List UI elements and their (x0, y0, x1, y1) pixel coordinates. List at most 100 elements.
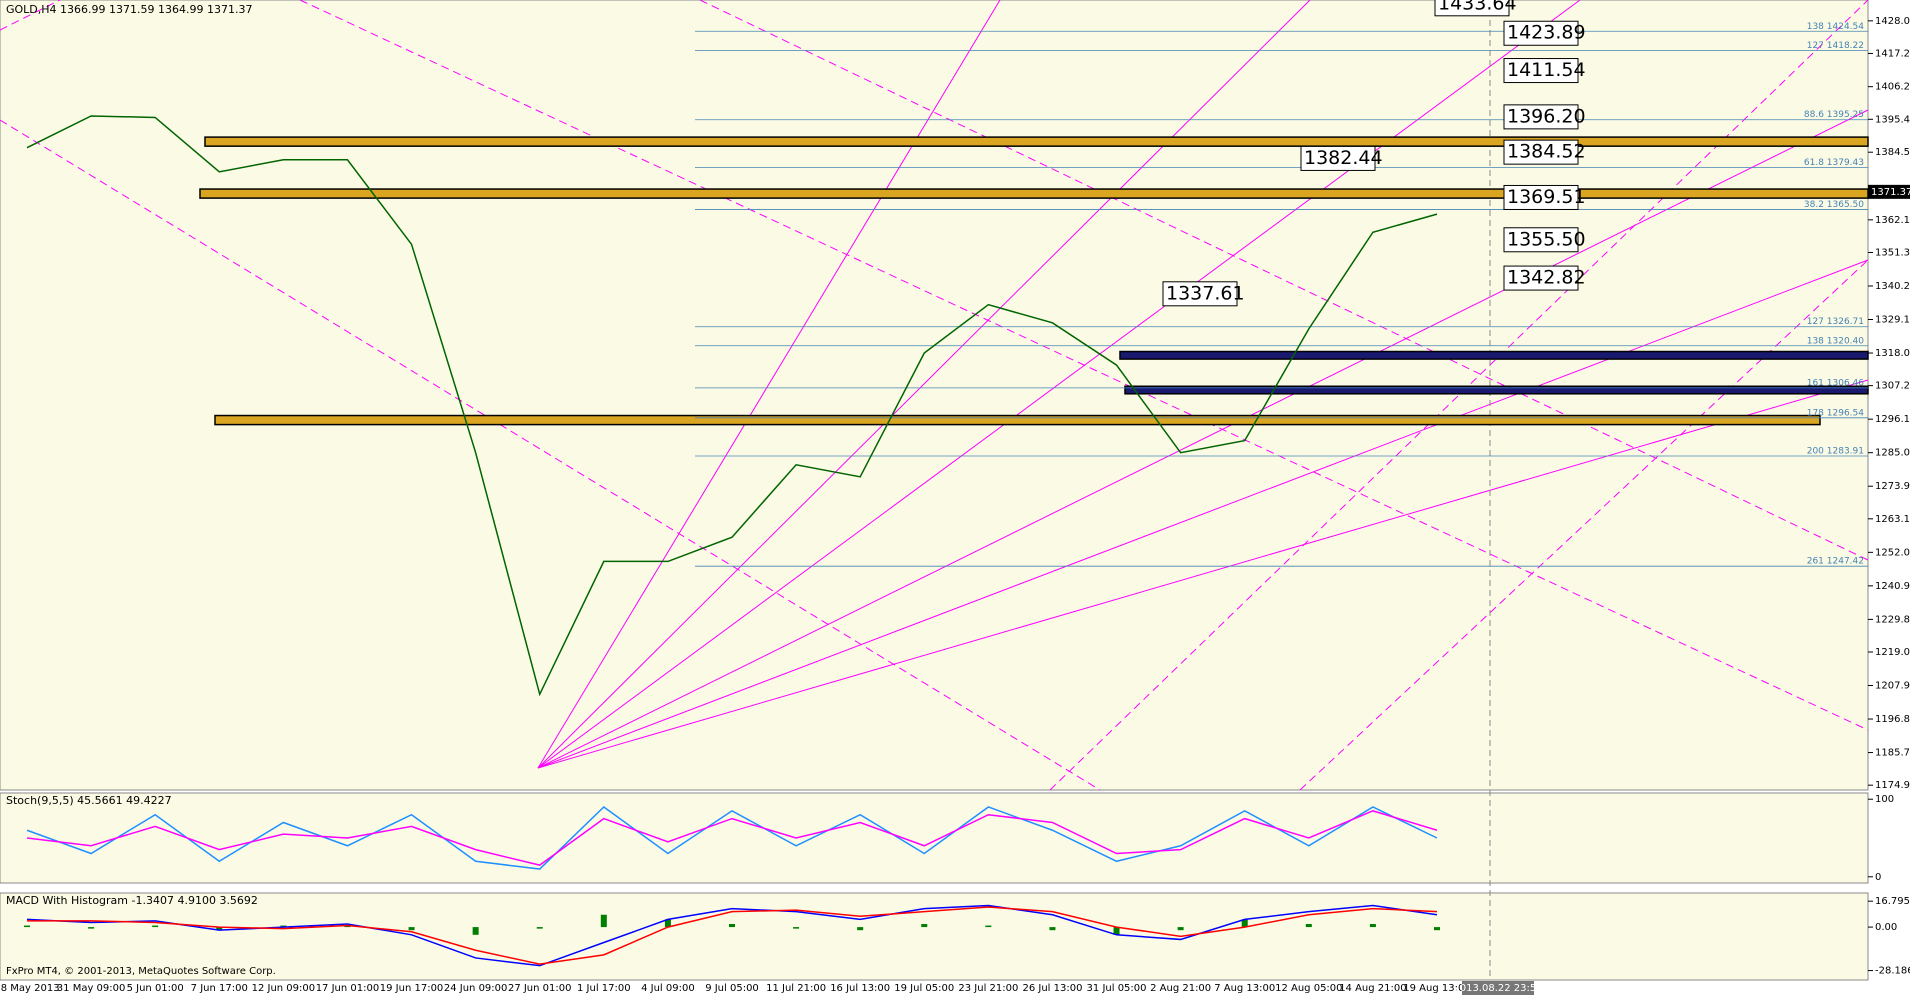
histogram-bar (1369, 924, 1376, 928)
x-tick-label: 12 Aug 05:00 (1275, 983, 1342, 994)
x-tick-label: 7 Jun 17:00 (191, 983, 248, 994)
histogram-bar (793, 927, 800, 929)
fib-label: 178 1296.54 (1807, 408, 1865, 418)
price-label-box (1503, 227, 1579, 253)
price-label: 1369.51 (1507, 186, 1586, 208)
price-label-box (1503, 265, 1579, 291)
histogram-bar (280, 925, 287, 928)
y-tick-label: 16.7952 (1875, 896, 1910, 907)
price-label: 1355.50 (1507, 228, 1586, 250)
price-label: 1396.20 (1507, 105, 1586, 127)
x-tick-label: 17 Jun 01:00 (316, 983, 380, 994)
price-label-box (1300, 145, 1376, 171)
last-price-box (1868, 184, 1910, 199)
histogram-bar (152, 925, 159, 928)
x-tick-label: 23 Jul 21:00 (958, 983, 1018, 994)
fib-label: 38.2 1365.50 (1804, 200, 1864, 210)
y-tick-label: 1229.80 (1875, 614, 1910, 625)
y-tick-label: 1307.20 (1875, 381, 1910, 392)
price-line (26, 115, 1438, 697)
zone (214, 414, 1821, 426)
fan-line (537, 0, 1001, 769)
stoch-panel (0, 792, 1869, 884)
histogram-bar (1434, 927, 1440, 931)
y-tick-label: 1174.90 (1875, 780, 1910, 791)
stoch-title: Stoch(9,5,5) 45.5661 49.4227 (6, 794, 172, 807)
histogram-bar (664, 919, 671, 928)
price-label: 1382.44 (1304, 147, 1383, 169)
fib-label: 200 1283.91 (1807, 446, 1864, 456)
histogram-bar (216, 927, 223, 931)
price-label: 1342.82 (1507, 267, 1586, 289)
y-tick-label: 1185.70 (1875, 748, 1910, 759)
y-tick-label: 1196.80 (1875, 714, 1910, 725)
cursor-time-box (1462, 981, 1534, 995)
price-label: 1384.52 (1507, 141, 1586, 163)
histogram-bar (88, 927, 95, 929)
histogram-bar (921, 924, 928, 928)
y-tick-label: 1384.50 (1875, 147, 1910, 158)
price-label-box (1503, 184, 1579, 210)
y-tick-label: 100 (1875, 794, 1894, 805)
y-tick-label: 1428.00 (1875, 16, 1910, 27)
histogram-bar (1241, 919, 1248, 928)
y-tick-label: 1395.40 (1875, 114, 1910, 125)
y-tick-label: 1329.10 (1875, 315, 1910, 326)
y-tick-label: 1406.20 (1875, 82, 1910, 93)
gann-line (699, 0, 1869, 561)
price-label: 1433.64 (1438, 0, 1517, 14)
gann-line (0, 119, 1101, 791)
y-tick-label: -28.1869 (1875, 966, 1910, 977)
histogram-bar (985, 925, 992, 928)
price-label: 1411.54 (1507, 59, 1586, 81)
y-tick-label: 1263.10 (1875, 514, 1910, 525)
x-tick-label: 31 Jul 05:00 (1087, 983, 1147, 994)
price-label: 1423.89 (1507, 22, 1586, 44)
histogram-bar (729, 924, 735, 928)
histogram-bar (1177, 927, 1184, 931)
footer: FxPro MT4, © 2001-2013, MetaQuotes Softw… (6, 966, 276, 977)
histogram-bar (472, 927, 479, 935)
y-tick-label: 1362.10 (1875, 215, 1910, 226)
zone (1124, 385, 1869, 395)
price-label-box (1503, 139, 1579, 165)
histogram-bar (344, 925, 351, 928)
y-tick-label: 1296.10 (1875, 414, 1910, 425)
x-tick-label: 31 May 09:00 (57, 983, 126, 994)
y-tick-label: 1340.20 (1875, 281, 1910, 292)
y-tick-label: 1417.20 (1875, 48, 1910, 59)
indicator-line (26, 810, 1438, 866)
histogram-bar (24, 925, 30, 928)
x-tick-label: 19 Jun 17:00 (380, 983, 444, 994)
indicator-line (27, 906, 1438, 965)
gann-fan (537, 0, 1869, 769)
x-tick-label: 27 Jun 01:00 (508, 983, 572, 994)
histogram-bar (1049, 927, 1056, 931)
y-tick-label: 1285.00 (1875, 448, 1910, 459)
x-tick-label: 26 Jul 13:00 (1022, 983, 1082, 994)
x-tick-label: 7 Aug 13:00 (1214, 983, 1275, 994)
fib-label: 127 1326.71 (1807, 317, 1864, 327)
histogram-bar (1305, 924, 1312, 928)
y-tick-label: 1252.00 (1875, 547, 1910, 558)
y-tick-label: 1273.90 (1875, 481, 1910, 492)
fib-label: 88.6 1395.25 (1804, 110, 1864, 120)
y-tick-label: 1318.00 (1875, 348, 1910, 359)
x-tick-label: 19 Aug 13:00 (1403, 983, 1470, 994)
histogram-bar (857, 927, 864, 931)
y-tick-label: 1351.30 (1875, 247, 1910, 258)
fib-label: 61.8 1379.43 (1804, 158, 1864, 168)
zone (1119, 350, 1869, 360)
x-tick-label: 2 Aug 21:00 (1150, 983, 1211, 994)
indicator-line (26, 805, 1438, 870)
histogram-bar (600, 914, 607, 928)
x-tick-label: 4 Jul 09:00 (641, 983, 695, 994)
fib-label: 138 1424.54 (1807, 22, 1865, 32)
fib-label: 127 1418.22 (1807, 41, 1864, 51)
x-tick-label: 28 May 2013 (0, 983, 60, 994)
x-tick-label: 16 Jul 13:00 (830, 983, 890, 994)
y-tick-label: 1207.90 (1875, 681, 1910, 692)
x-tick-label: 12 Jun 09:00 (252, 983, 316, 994)
